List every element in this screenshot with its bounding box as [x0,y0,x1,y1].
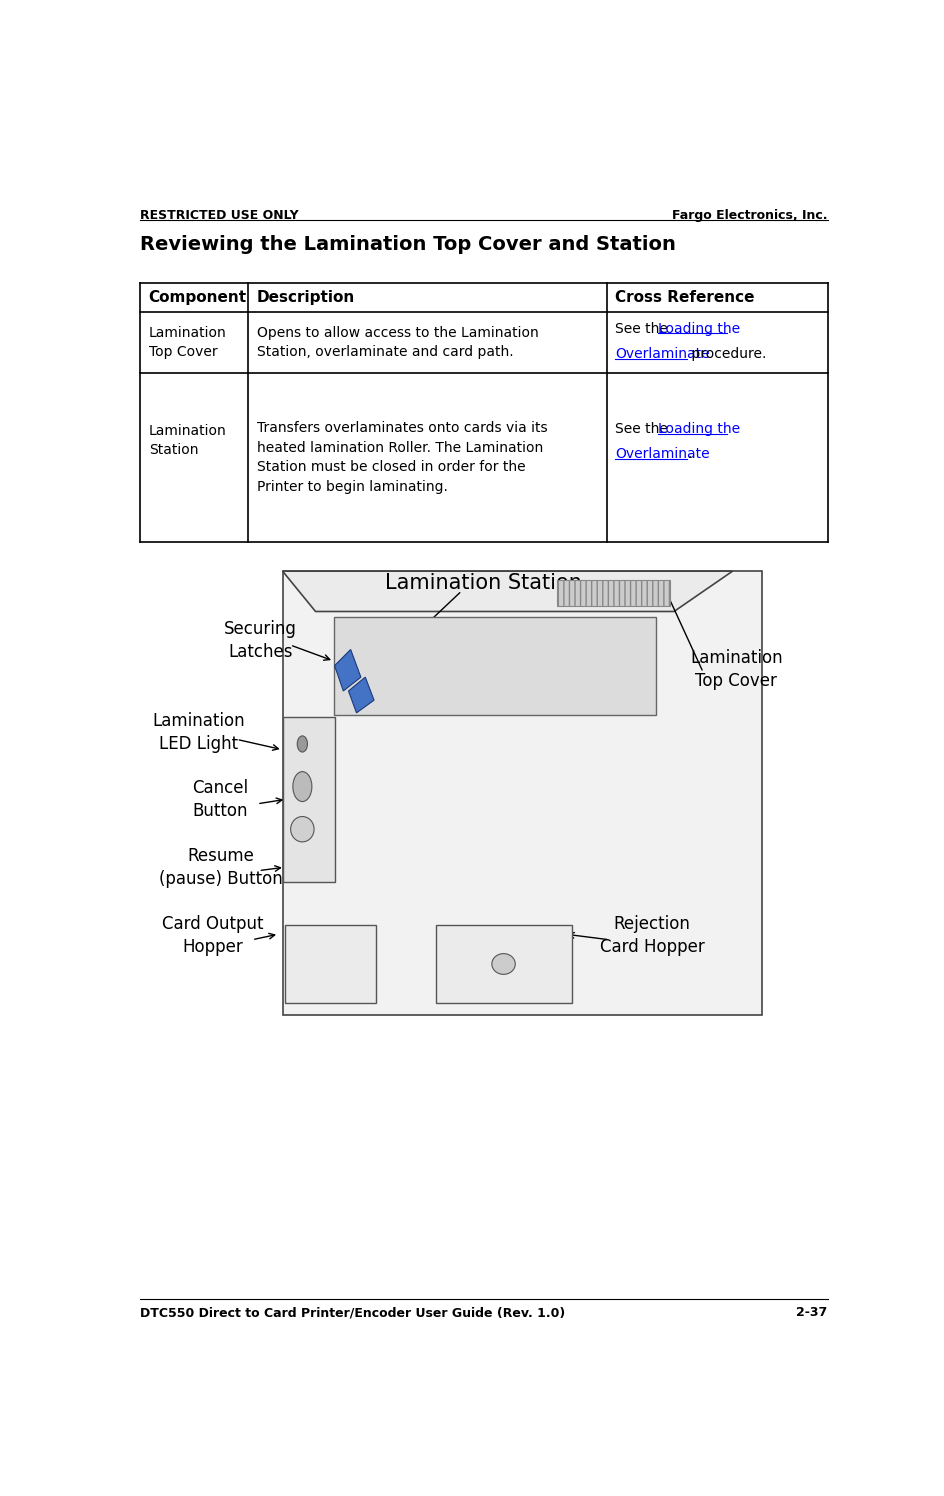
Text: Cancel
Button: Cancel Button [193,779,248,820]
FancyBboxPatch shape [334,618,656,715]
Ellipse shape [492,953,515,974]
Circle shape [293,772,312,802]
Text: .: . [687,447,692,461]
Text: Rejection
Card Hopper: Rejection Card Hopper [599,914,704,956]
Polygon shape [334,649,361,691]
FancyBboxPatch shape [557,580,670,606]
Text: Transfers overlaminates onto cards via its
heated lamination Roller. The Laminat: Transfers overlaminates onto cards via i… [257,422,548,494]
FancyBboxPatch shape [285,925,377,1004]
Polygon shape [348,678,374,714]
Text: Lamination Station: Lamination Station [385,573,582,592]
Text: Lamination
Top Cover: Lamination Top Cover [149,326,227,359]
Text: Cross Reference: Cross Reference [615,290,755,305]
Text: See the: See the [615,422,673,435]
Text: 2-37: 2-37 [797,1306,828,1319]
Text: Lamination
LED Light: Lamination LED Light [152,712,244,752]
Text: Fargo Electronics, Inc.: Fargo Electronics, Inc. [672,209,828,223]
Text: Securing
Latches: Securing Latches [225,619,297,661]
Circle shape [297,736,308,752]
Text: Card Output
Hopper: Card Output Hopper [162,914,264,956]
Bar [140,283,828,543]
Text: Resume
(pause) Button: Resume (pause) Button [159,847,282,887]
Text: See the: See the [615,322,673,335]
Text: Loading the: Loading the [658,422,740,435]
Polygon shape [282,571,733,612]
Text: Opens to allow access to the Lamination
Station, overlaminate and card path.: Opens to allow access to the Lamination … [257,326,539,359]
FancyBboxPatch shape [282,718,335,883]
Text: Reviewing the Lamination Top Cover and Station: Reviewing the Lamination Top Cover and S… [140,235,676,254]
Text: Component: Component [149,290,246,305]
Text: DTC550 Direct to Card Printer/Encoder User Guide (Rev. 1.0): DTC550 Direct to Card Printer/Encoder Us… [140,1306,565,1319]
Text: Lamination
Station: Lamination Station [149,423,227,458]
FancyBboxPatch shape [436,925,571,1004]
Text: Overlaminate: Overlaminate [615,447,710,461]
Text: Loading the: Loading the [658,322,740,335]
Ellipse shape [291,817,314,842]
Text: procedure.: procedure. [687,347,767,361]
Text: Lamination
Top Cover: Lamination Top Cover [690,649,783,690]
FancyBboxPatch shape [282,571,762,1014]
Text: Description: Description [257,290,355,305]
Text: Overlaminate: Overlaminate [615,347,710,361]
Text: RESTRICTED USE ONLY: RESTRICTED USE ONLY [140,209,298,223]
